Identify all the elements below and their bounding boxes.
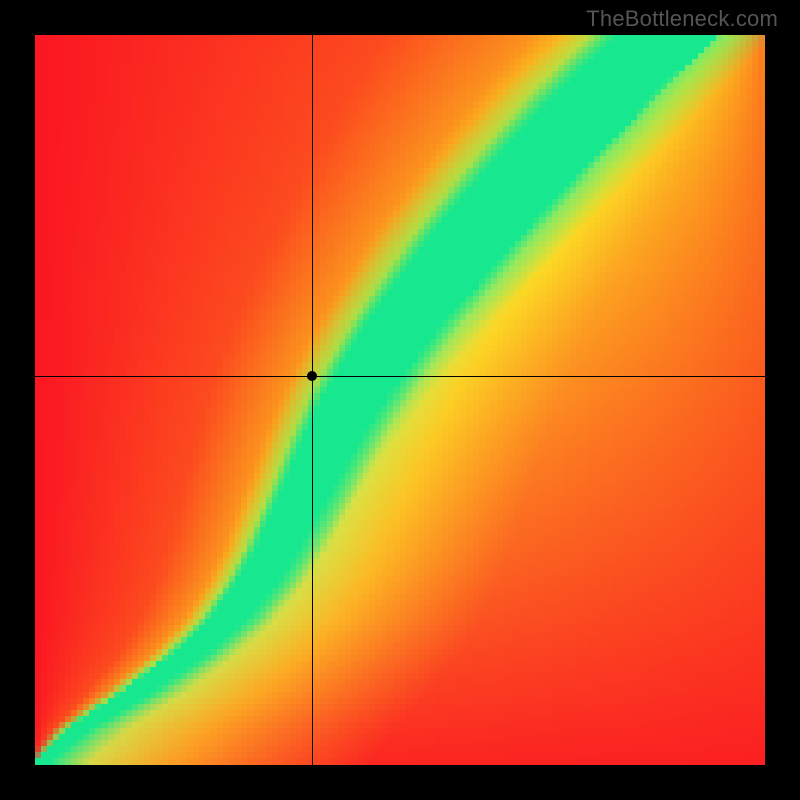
watermark-text: TheBottleneck.com: [586, 6, 778, 32]
heatmap-plot: [35, 35, 765, 765]
crosshair-marker: [307, 371, 317, 381]
heatmap-canvas: [35, 35, 765, 765]
crosshair-vertical: [312, 35, 313, 765]
chart-container: TheBottleneck.com: [0, 0, 800, 800]
crosshair-horizontal: [35, 376, 765, 377]
